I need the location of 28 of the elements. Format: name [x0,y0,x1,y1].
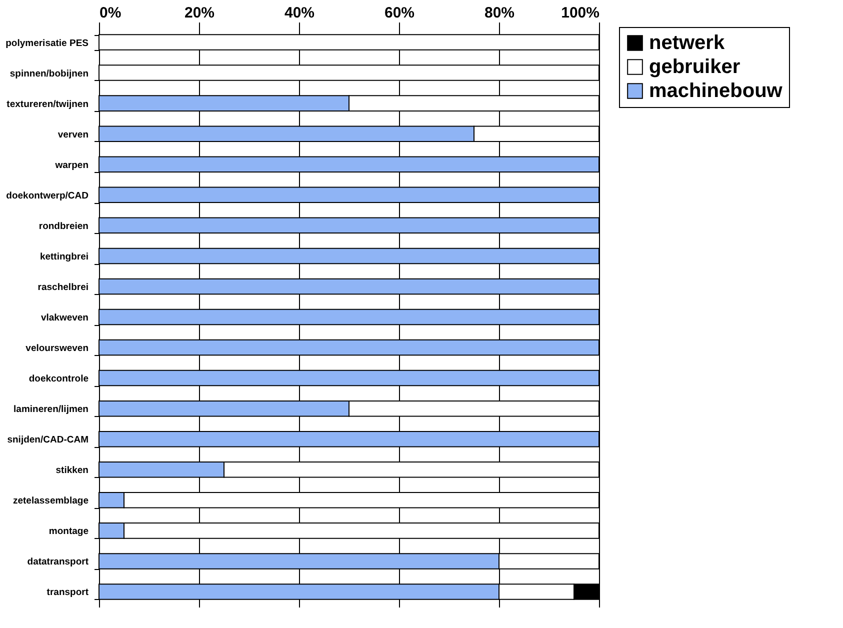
y-tick-label: transport [46,587,90,598]
x-tick-label: 60% [384,4,415,22]
y-tick-label: textureren/twijnen [6,98,89,110]
y-tick-label: rondbreien [38,220,89,232]
legend-label: gebruiker [649,56,740,78]
y-tick-label: snijden/CAD-CAM [7,434,89,446]
y-tick-label: verven [58,129,89,140]
y-tick-label: raschelbrei [38,282,88,293]
y-tick-label: stikken [56,465,89,476]
y-tick-label: polymerisatie PES [6,38,88,49]
y-tick-label: kettingbrei [40,251,88,262]
y-tick-label: doekcontrole [28,374,88,385]
y-tick-label: zetelassemblage [12,496,88,507]
x-tick-label: 80% [484,4,515,22]
y-tick-label: spinnen/bobijnen [10,68,89,80]
x-tick-label: 20% [184,4,215,22]
y-tick-label: veloursweven [26,343,89,354]
x-tick-label: 0% [100,4,122,22]
y-tick-label: montage [48,526,88,538]
x-tick-label: 100% [561,4,600,22]
y-tick-label: vlakweven [40,312,89,324]
y-tick-label: doekontwerp/CAD [6,190,89,202]
x-tick-label: 40% [284,4,315,22]
legend-label: machinebouw [649,80,783,102]
y-tick-label: lamineren/lijmen [14,404,89,416]
y-tick-label: datatransport [27,556,90,568]
legend-label: netwerk [649,32,726,54]
y-tick-label: warpen [54,160,89,171]
